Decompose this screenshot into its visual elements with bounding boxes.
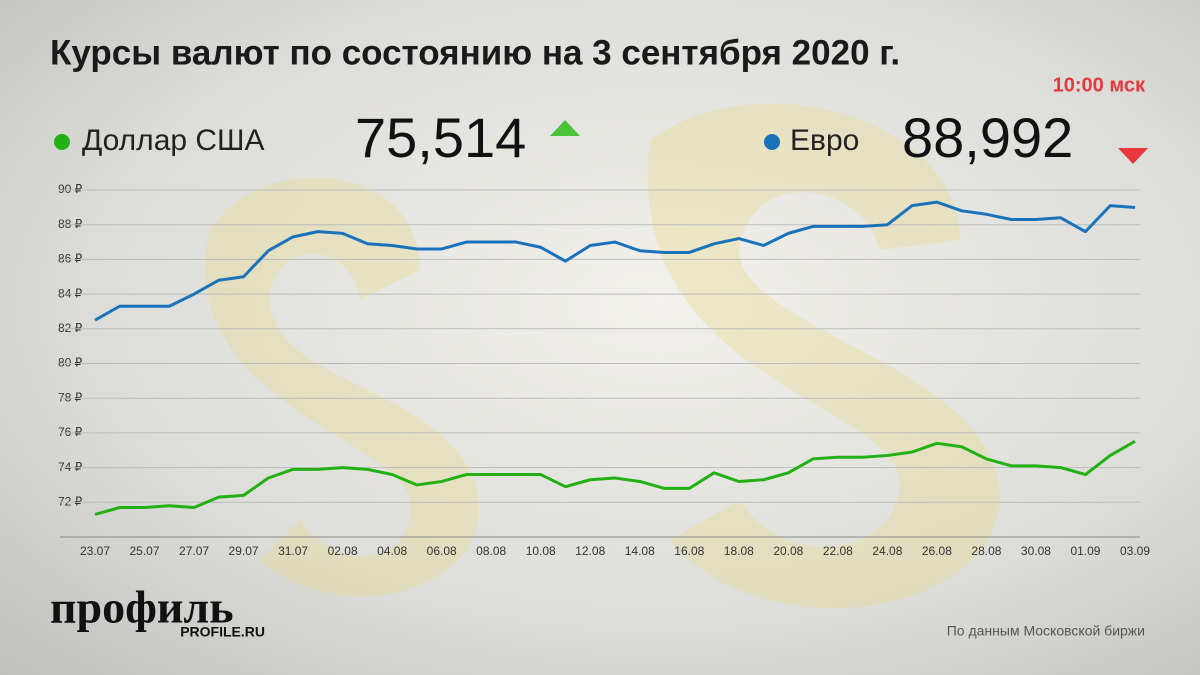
- x-tick-label: 03.09: [1120, 544, 1150, 558]
- legend-marker: [54, 134, 70, 150]
- legend: Доллар США 75,514 Евро 88,992: [54, 106, 1148, 169]
- y-tick-label: 76 ₽: [58, 425, 83, 439]
- x-tick-label: 02.08: [328, 544, 358, 558]
- legend-label: Евро: [790, 124, 859, 157]
- x-tick-label: 27.07: [179, 544, 209, 558]
- latest-value: 88,992: [902, 106, 1073, 169]
- y-tick-label: 74 ₽: [58, 460, 83, 474]
- x-tick-label: 20.08: [773, 544, 803, 558]
- timestamp: 10:00 мск: [1053, 74, 1146, 96]
- logo-url: PROFILE.RU: [180, 624, 265, 640]
- latest-value: 75,514: [355, 106, 526, 169]
- x-tick-label: 29.07: [229, 544, 259, 558]
- y-tick-label: 88 ₽: [58, 217, 83, 231]
- line-series: [94, 440, 1136, 516]
- x-tick-label: 04.08: [377, 544, 407, 558]
- x-tick-label: 28.08: [971, 544, 1001, 558]
- y-tick-label: 72 ₽: [58, 494, 83, 508]
- line-series: [94, 200, 1136, 322]
- x-tick-label: 26.08: [922, 544, 952, 558]
- x-tick-label: 10.08: [526, 544, 556, 558]
- x-tick-label: 01.09: [1070, 544, 1100, 558]
- x-tick-label: 25.07: [130, 544, 160, 558]
- y-tick-label: 90 ₽: [58, 182, 83, 196]
- y-tick-label: 84 ₽: [58, 286, 83, 300]
- x-tick-label: 18.08: [724, 544, 754, 558]
- legend-label: Доллар США: [82, 124, 265, 157]
- x-tick-label: 14.08: [625, 544, 655, 558]
- x-tick-label: 31.07: [278, 544, 308, 558]
- chart-title: Курсы валют по состоянию на 3 сентября 2…: [50, 33, 900, 72]
- trend-arrow: [1118, 148, 1148, 164]
- y-tick-label: 86 ₽: [58, 252, 83, 266]
- logo: профиль: [50, 582, 234, 633]
- y-tick-label: 78 ₽: [58, 390, 83, 404]
- legend-marker: [764, 134, 780, 150]
- x-tick-label: 30.08: [1021, 544, 1051, 558]
- x-tick-label: 16.08: [674, 544, 704, 558]
- y-tick-label: 80 ₽: [58, 356, 83, 370]
- x-tick-label: 22.08: [823, 544, 853, 558]
- x-tick-label: 08.08: [476, 544, 506, 558]
- source: По данным Московской биржи: [947, 623, 1145, 639]
- trend-arrow: [550, 120, 580, 136]
- x-tick-label: 23.07: [80, 544, 110, 558]
- background-art: [205, 103, 1000, 609]
- y-tick-label: 82 ₽: [58, 321, 83, 335]
- x-tick-label: 12.08: [575, 544, 605, 558]
- x-tick-label: 24.08: [872, 544, 902, 558]
- x-tick-label: 06.08: [427, 544, 457, 558]
